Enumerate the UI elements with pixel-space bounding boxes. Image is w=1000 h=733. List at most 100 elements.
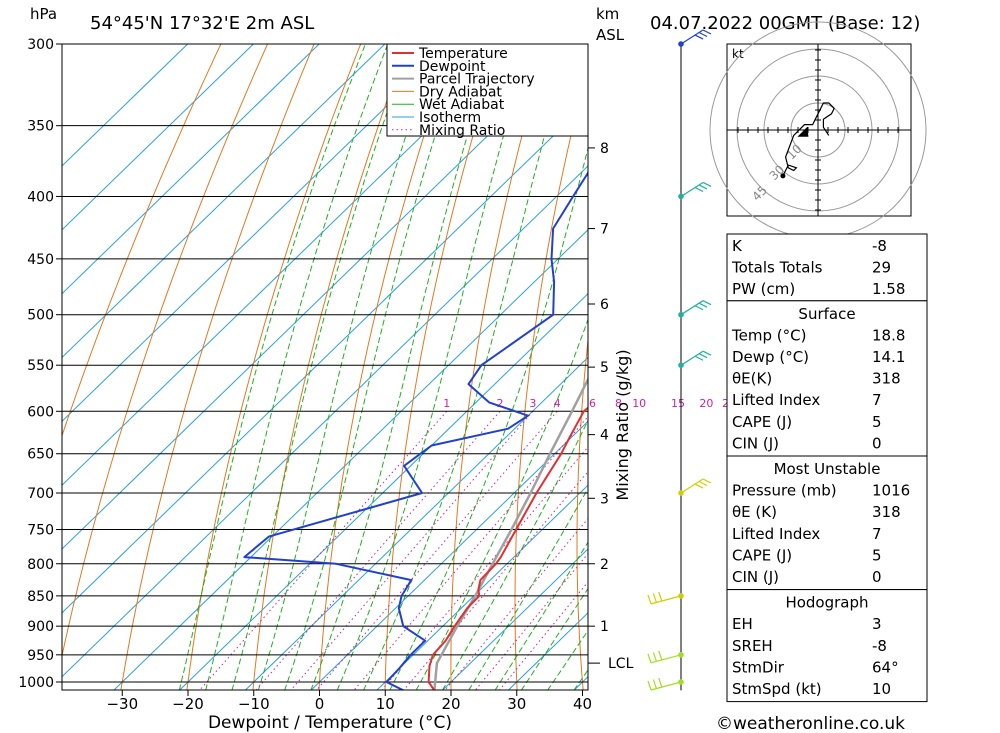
profiles (243, 170, 588, 690)
dry-adiabat-line (62, 44, 268, 659)
mixing-ratio-line (315, 410, 558, 690)
legend-box (386, 43, 589, 137)
index-label: CAPE (J) (732, 546, 792, 564)
wet-adiabat-line (205, 44, 389, 690)
mixing-ratio-label: 20 (699, 397, 713, 410)
mixing-ratio-label: 15 (671, 397, 685, 410)
index-label: CIN (J) (732, 568, 779, 586)
dry-adiabat-line (62, 44, 222, 438)
index-label: θE (K) (732, 503, 777, 521)
wet-adiabat-line (441, 419, 588, 690)
legend-entry: Parcel Trajectory (419, 72, 535, 88)
wet-adiabat-line (310, 44, 497, 690)
pressure-tick-label: 650 (27, 447, 54, 463)
dewpoint-line (243, 170, 588, 690)
isotherm-line (62, 44, 517, 486)
table-section-title: Most Unstable (774, 460, 881, 478)
isotherm-line (442, 548, 588, 690)
x-axis-title: Dewpoint / Temperature (°C) (208, 713, 452, 733)
dry-adiabat-line (252, 44, 408, 690)
isotherm-line (62, 44, 583, 550)
index-value: 29 (872, 259, 891, 277)
wet-adiabat-line (389, 146, 588, 690)
index-value: -8 (872, 637, 887, 655)
mixing-ratio-label: 8 (615, 397, 622, 410)
isotherm-line (310, 420, 588, 690)
index-value: 1.58 (872, 280, 905, 298)
dry-adiabat-line (186, 44, 362, 690)
x-tick-label: 30 (507, 695, 526, 713)
axes: −30 −20 −10 0 10 20 30 40 8 7 6 5 4 3 2 1 LCL (106, 141, 633, 713)
lcl-label: LCL (608, 656, 634, 672)
mixing-ratio-label: 6 (589, 397, 596, 410)
hodograph-unit-label: kt (732, 47, 744, 61)
wind-barb (678, 300, 712, 318)
mixing-ratio-line (353, 415, 588, 690)
wet-adiabat-line (468, 487, 588, 690)
pressure-tick-label: 450 (27, 252, 54, 268)
index-value: 5 (872, 546, 882, 564)
hodograph-trace (782, 102, 835, 177)
pressure-tick-label: 950 (27, 648, 54, 664)
dry-adiabat-line (576, 335, 588, 690)
index-value: 1016 (872, 482, 910, 500)
mixing-ratio-line (199, 410, 448, 690)
index-value: 10 (872, 680, 891, 698)
index-label: StmDir (732, 658, 785, 676)
isotherm-line (376, 484, 588, 690)
legend-entry: Isotherm (419, 110, 481, 126)
pressure-tick-label: 900 (27, 619, 54, 635)
mixing-ratio-line (444, 517, 588, 690)
index-value: 7 (872, 391, 882, 409)
legend-entry: Wet Adiabat (419, 97, 505, 113)
isotherm-line (113, 229, 588, 690)
hodograph-indices-box (726, 589, 928, 703)
wind-barb (678, 181, 712, 200)
mixing-ratio-label: 3 (529, 397, 536, 410)
mixing-ratio-label: 10 (632, 397, 646, 410)
legend-entry: Mixing Ratio (419, 123, 505, 139)
table-section-title: Hodograph (785, 594, 868, 612)
km-tick-label: 5 (600, 360, 609, 376)
pressure-tick-label: 700 (27, 486, 54, 502)
index-value: 318 (872, 503, 901, 521)
parcel-trajectory-line (433, 376, 588, 690)
isotherm-line (62, 44, 188, 167)
isotherm-line (244, 356, 588, 690)
pressure-tick-label: 400 (27, 189, 54, 205)
storm-motion-marker (797, 126, 809, 137)
legend-entry: Dewpoint (419, 59, 486, 75)
mixing-ratio-label: 2 (497, 397, 504, 410)
background-lines (62, 44, 588, 690)
dry-adiabat-line (318, 44, 455, 690)
hodograph-end-marker (780, 173, 786, 179)
index-label: SREH (732, 637, 773, 655)
x-tick-label: −30 (106, 695, 138, 713)
wet-adiabat-line (231, 44, 412, 690)
wet-adiabat-line (257, 44, 438, 690)
index-value: -8 (872, 237, 887, 255)
pressure-tick-label: 750 (27, 523, 54, 539)
index-value: 18.8 (872, 326, 905, 344)
copyright-footer: ©weatheronline.co.uk (716, 714, 905, 733)
index-label: Dewp (°C) (732, 348, 809, 366)
pressure-tick-label: 850 (27, 589, 54, 605)
index-label: Totals Totals (731, 259, 823, 277)
location-title: 54°45'N 17°32'E 2m ASL (90, 13, 314, 34)
isotherm-line (62, 44, 254, 231)
index-label: CIN (J) (732, 434, 779, 452)
hpa-unit-label: hPa (30, 5, 57, 23)
km-tick-label: 3 (600, 491, 609, 507)
pressure-tick-label: 1000 (18, 675, 54, 691)
index-value: 5 (872, 413, 882, 431)
isotherm-line (62, 165, 588, 678)
x-tick-label: 40 (573, 695, 592, 713)
mixing-ratio-line (290, 410, 534, 690)
pressure-tick-label: 500 (27, 308, 54, 324)
wind-barb (647, 677, 684, 691)
pressure-tick-label: 800 (27, 557, 54, 573)
wind-barb (647, 591, 684, 605)
